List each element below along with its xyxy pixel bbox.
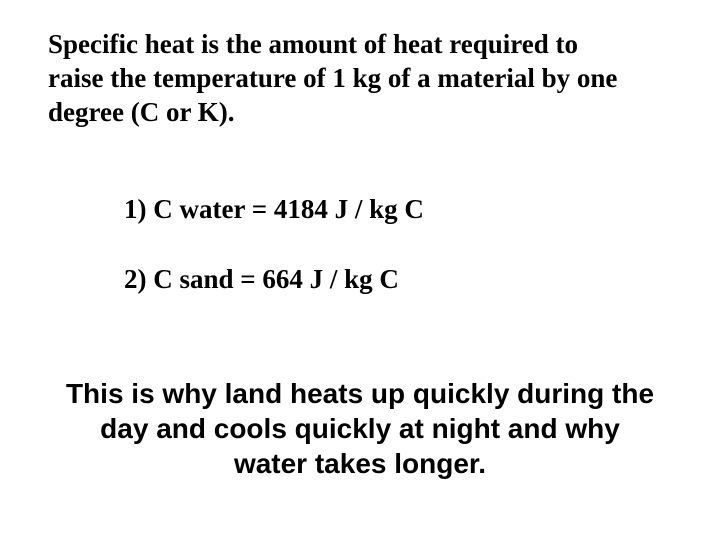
- slide: Specific heat is the amount of heat requ…: [0, 0, 720, 540]
- list-item-water: 1) C water = 4184 J / kg C: [124, 192, 644, 227]
- list-item-sand: 2) C sand = 664 J / kg C: [124, 262, 644, 297]
- conclusion-text: This is why land heats up quickly during…: [60, 376, 660, 481]
- definition-text: Specific heat is the amount of heat requ…: [48, 28, 638, 129]
